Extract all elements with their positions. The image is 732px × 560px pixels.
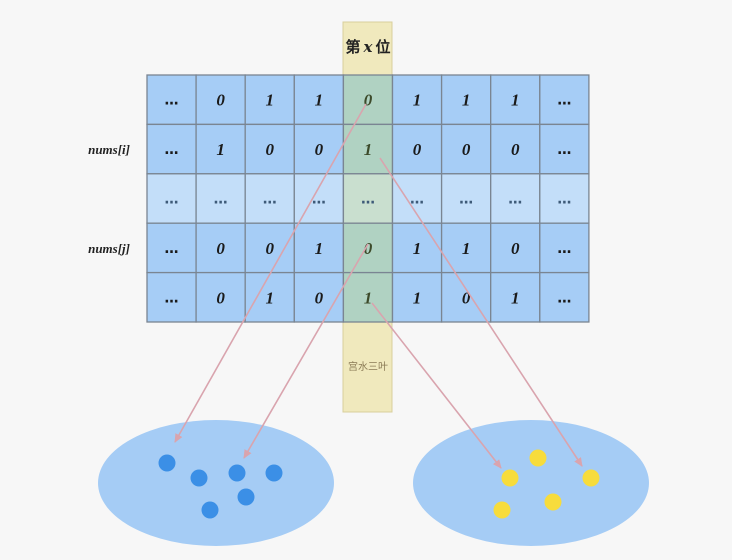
grid-cell-value: … xyxy=(557,142,571,158)
row-label: nums[i] xyxy=(88,142,130,157)
grid-cell-value: 0 xyxy=(511,239,520,258)
grid-cell-value: 1 xyxy=(413,239,422,258)
zero-bit-dot xyxy=(190,469,208,487)
mapping-arrow xyxy=(174,103,367,443)
grid-cell xyxy=(195,173,246,224)
grid-cell-value: 0 xyxy=(462,288,471,307)
grid-cell xyxy=(490,74,541,126)
grid-cell-value: 1 xyxy=(462,91,471,110)
grid-cell-value: 0 xyxy=(364,91,373,110)
grid-cell-value: … xyxy=(459,192,473,208)
row-label: nums[j] xyxy=(88,241,130,256)
grid-cell xyxy=(244,123,295,175)
grid-cell-value: … xyxy=(557,93,571,109)
grid-cell-value: … xyxy=(165,241,179,257)
grid-cell-value: … xyxy=(312,192,326,208)
zero-bit-dot xyxy=(158,454,176,472)
grid-cell-value: … xyxy=(361,192,375,208)
grid-cell-value: … xyxy=(263,192,277,208)
grid-cell-value: 1 xyxy=(413,91,422,110)
grid-cell xyxy=(195,271,246,323)
grid-cell-value: 0 xyxy=(511,140,520,159)
grid-cell-value: … xyxy=(165,142,179,158)
grid-cell-value: 1 xyxy=(511,91,520,110)
zero-bit-group xyxy=(98,420,334,546)
grid-cell-value: 1 xyxy=(315,91,324,110)
grid-cell-value: … xyxy=(165,192,179,208)
zero-bit-dot xyxy=(228,464,246,482)
grid-cell xyxy=(490,123,541,175)
grid-cell-value: … xyxy=(214,192,228,208)
grid-cell xyxy=(539,74,590,126)
one-bit-group xyxy=(413,420,649,546)
grid-cell-value: 1 xyxy=(315,239,324,258)
grid-cell xyxy=(342,74,394,126)
zero-bit-dot xyxy=(201,501,219,519)
grid-cell-value: 0 xyxy=(266,239,275,258)
one-bit-dot xyxy=(582,469,600,487)
grid-cell xyxy=(244,271,295,323)
grid-cell xyxy=(490,173,541,224)
grid-cell-value: 1 xyxy=(216,140,225,159)
grid-cell-value: 0 xyxy=(216,288,225,307)
grid-cell-value: 0 xyxy=(216,239,225,258)
mapping-arrow xyxy=(371,302,502,469)
one-bit-dot xyxy=(501,469,519,487)
watermark-text: 宫水三叶 xyxy=(348,360,388,373)
grid-cell-value: … xyxy=(557,241,571,257)
grid-cell xyxy=(293,222,345,274)
grid-cell xyxy=(146,222,197,274)
grid-cell-value: … xyxy=(557,192,571,208)
one-bit-dot xyxy=(529,449,547,467)
grid-cell-value: 0 xyxy=(216,91,225,110)
one-bit-dot xyxy=(544,493,562,511)
zero-bit-dot xyxy=(237,488,255,506)
row-labels: nums[i] nums[j] xyxy=(88,142,130,256)
grid-cell-value: … xyxy=(165,290,179,306)
grid-cell-value: … xyxy=(508,192,522,208)
grid-cell-value: 0 xyxy=(315,140,324,159)
mapping-arrow xyxy=(379,157,583,467)
grid-cell-value: … xyxy=(165,93,179,109)
one-bit-dot xyxy=(493,501,511,519)
zero-bit-dot xyxy=(265,464,283,482)
grid-cell-value: 1 xyxy=(364,140,373,159)
grid-cell xyxy=(440,123,492,175)
grid-cell xyxy=(146,74,197,126)
grid-cell-value: … xyxy=(410,192,424,208)
grid-cell-value: 0 xyxy=(315,288,324,307)
grid-cell xyxy=(146,173,197,224)
grid-cell-value: … xyxy=(557,290,571,306)
grid-cell-value: 0 xyxy=(364,239,373,258)
grid-cell xyxy=(195,222,246,274)
grid-cell-value: 0 xyxy=(266,140,275,159)
grid-cell-value: 1 xyxy=(462,239,471,258)
grid-cell-value: 0 xyxy=(462,140,471,159)
mapping-arrows xyxy=(174,103,583,469)
grid-cell-value: 1 xyxy=(266,288,275,307)
grid-cell xyxy=(146,123,197,175)
grid-cell-value: 1 xyxy=(413,288,422,307)
grid-cell xyxy=(391,271,443,323)
bit-grid: … 0 1 1 0 1 1 1 … … 1 0 0 1 0 0 0 … … … … … … … … … … … 0 0 1 0 1 1 0 … … 0 1 0… xyxy=(146,74,590,323)
grid-cell-value: 0 xyxy=(413,140,422,159)
grid-cell xyxy=(539,173,590,224)
grid-cell-value: 1 xyxy=(364,288,373,307)
group-dots xyxy=(158,449,600,519)
grid-cell xyxy=(342,173,394,224)
grid-cell xyxy=(539,271,590,323)
grid-cell-value: 1 xyxy=(266,91,275,110)
grid-cell xyxy=(539,123,590,175)
grid-cell xyxy=(342,271,394,323)
grid-cell xyxy=(440,173,492,224)
mapping-arrow xyxy=(243,243,369,459)
grid-cell-value: 1 xyxy=(511,288,520,307)
